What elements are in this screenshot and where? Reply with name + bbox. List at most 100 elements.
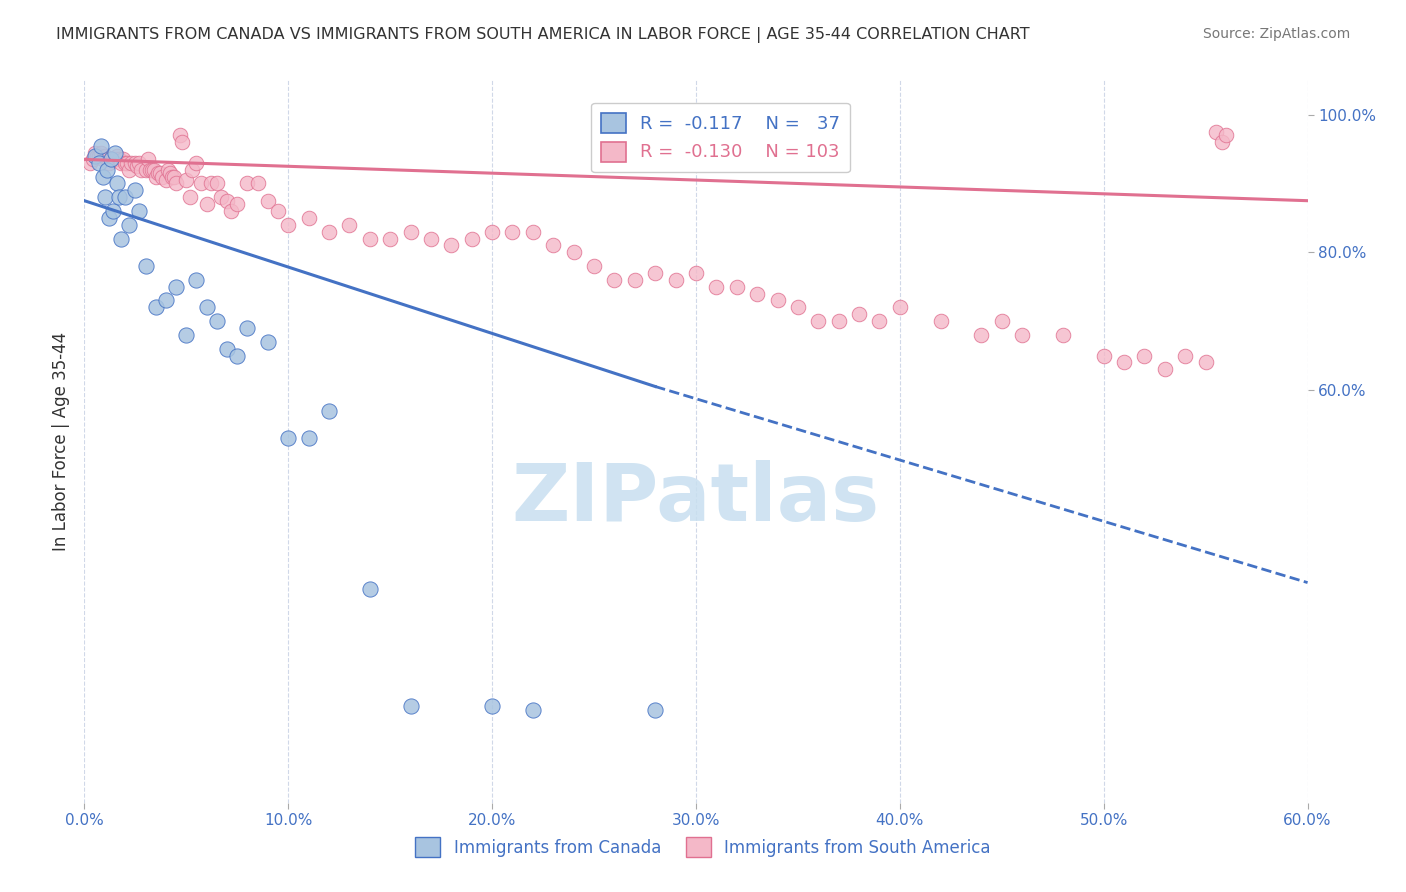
Point bbox=[195, 301, 218, 315]
Point bbox=[155, 173, 177, 187]
Point bbox=[1174, 349, 1197, 363]
Point bbox=[131, 162, 153, 177]
Point bbox=[97, 211, 120, 225]
Point bbox=[93, 149, 115, 163]
Point bbox=[624, 273, 647, 287]
Point bbox=[100, 153, 122, 167]
Point bbox=[86, 149, 108, 163]
Point bbox=[440, 238, 463, 252]
Point bbox=[603, 273, 626, 287]
Point bbox=[562, 245, 585, 260]
Point bbox=[156, 162, 179, 177]
Point bbox=[195, 197, 218, 211]
Point bbox=[970, 327, 993, 342]
Point bbox=[179, 190, 201, 204]
Point bbox=[146, 166, 169, 180]
Point bbox=[226, 197, 249, 211]
Point bbox=[145, 169, 167, 184]
Point bbox=[461, 231, 484, 245]
Point bbox=[257, 334, 280, 349]
Point bbox=[828, 314, 851, 328]
Legend: Immigrants from Canada, Immigrants from South America: Immigrants from Canada, Immigrants from … bbox=[406, 829, 1000, 866]
Point bbox=[181, 162, 204, 177]
Point bbox=[108, 190, 131, 204]
Point bbox=[169, 128, 191, 143]
Point bbox=[101, 204, 124, 219]
Text: ZIPatlas: ZIPatlas bbox=[512, 460, 880, 539]
Point bbox=[543, 238, 565, 252]
Point bbox=[725, 279, 748, 293]
Point bbox=[124, 183, 146, 197]
Point bbox=[87, 149, 110, 163]
Point bbox=[226, 349, 249, 363]
Point bbox=[163, 169, 186, 184]
Point bbox=[165, 279, 187, 293]
Point bbox=[277, 431, 299, 445]
Point bbox=[150, 169, 173, 184]
Point bbox=[108, 153, 131, 167]
Point bbox=[217, 194, 239, 208]
Point bbox=[114, 156, 136, 170]
Point bbox=[339, 218, 361, 232]
Point bbox=[91, 153, 114, 167]
Point bbox=[1195, 355, 1218, 369]
Point bbox=[219, 204, 242, 219]
Point bbox=[267, 204, 290, 219]
Point bbox=[766, 293, 789, 308]
Point bbox=[96, 153, 118, 167]
Point bbox=[83, 149, 105, 163]
Point bbox=[481, 699, 503, 714]
Point bbox=[929, 314, 952, 328]
Point bbox=[128, 204, 150, 219]
Point bbox=[136, 153, 159, 167]
Point bbox=[318, 225, 340, 239]
Point bbox=[105, 149, 128, 163]
Point bbox=[298, 211, 321, 225]
Point bbox=[149, 166, 172, 180]
Point bbox=[120, 156, 142, 170]
Point bbox=[145, 301, 167, 315]
Point bbox=[209, 190, 232, 204]
Point bbox=[200, 177, 222, 191]
Point bbox=[1215, 128, 1237, 143]
Text: Source: ZipAtlas.com: Source: ZipAtlas.com bbox=[1202, 27, 1350, 41]
Point bbox=[159, 166, 181, 180]
Point bbox=[118, 162, 141, 177]
Point bbox=[706, 279, 728, 293]
Point bbox=[277, 218, 299, 232]
Y-axis label: In Labor Force | Age 35-44: In Labor Force | Age 35-44 bbox=[52, 332, 70, 551]
Point bbox=[91, 169, 114, 184]
Point bbox=[90, 138, 112, 153]
Point bbox=[205, 314, 228, 328]
Point bbox=[236, 321, 259, 335]
Point bbox=[869, 314, 891, 328]
Point bbox=[889, 301, 911, 315]
Point bbox=[236, 177, 259, 191]
Point bbox=[124, 156, 146, 170]
Point bbox=[257, 194, 280, 208]
Point bbox=[112, 153, 135, 167]
Legend: R =  -0.117    N =   37, R =  -0.130    N = 103: R = -0.117 N = 37, R = -0.130 N = 103 bbox=[592, 103, 849, 172]
Point bbox=[127, 159, 149, 173]
Point bbox=[1154, 362, 1177, 376]
Point bbox=[1133, 349, 1156, 363]
Point bbox=[186, 156, 208, 170]
Point bbox=[104, 145, 127, 160]
Point bbox=[246, 177, 269, 191]
Point bbox=[685, 266, 707, 280]
Point bbox=[93, 190, 115, 204]
Point bbox=[359, 582, 381, 597]
Point bbox=[83, 145, 105, 160]
Point bbox=[318, 403, 340, 417]
Point bbox=[1011, 327, 1033, 342]
Point bbox=[138, 162, 160, 177]
Point bbox=[807, 314, 830, 328]
Point bbox=[115, 156, 138, 170]
Point bbox=[359, 231, 381, 245]
Point bbox=[165, 177, 187, 191]
Point bbox=[1205, 125, 1227, 139]
Point bbox=[174, 173, 197, 187]
Point bbox=[787, 301, 810, 315]
Point bbox=[420, 231, 443, 245]
Point bbox=[747, 286, 769, 301]
